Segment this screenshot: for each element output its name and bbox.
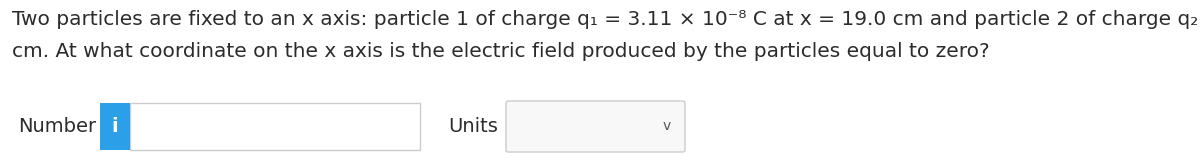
Text: Units: Units (448, 117, 498, 136)
FancyBboxPatch shape (506, 101, 685, 152)
Text: Two particles are fixed to an x axis: particle 1 of charge q₁ = 3.11 × 10⁻⁸ C at: Two particles are fixed to an x axis: pa… (12, 10, 1200, 29)
FancyBboxPatch shape (130, 103, 420, 150)
Text: Number: Number (18, 117, 96, 136)
Text: i: i (112, 117, 119, 136)
FancyBboxPatch shape (100, 103, 130, 150)
Text: cm. At what coordinate on the x axis is the electric field produced by the parti: cm. At what coordinate on the x axis is … (12, 42, 990, 61)
Text: v: v (662, 119, 671, 133)
